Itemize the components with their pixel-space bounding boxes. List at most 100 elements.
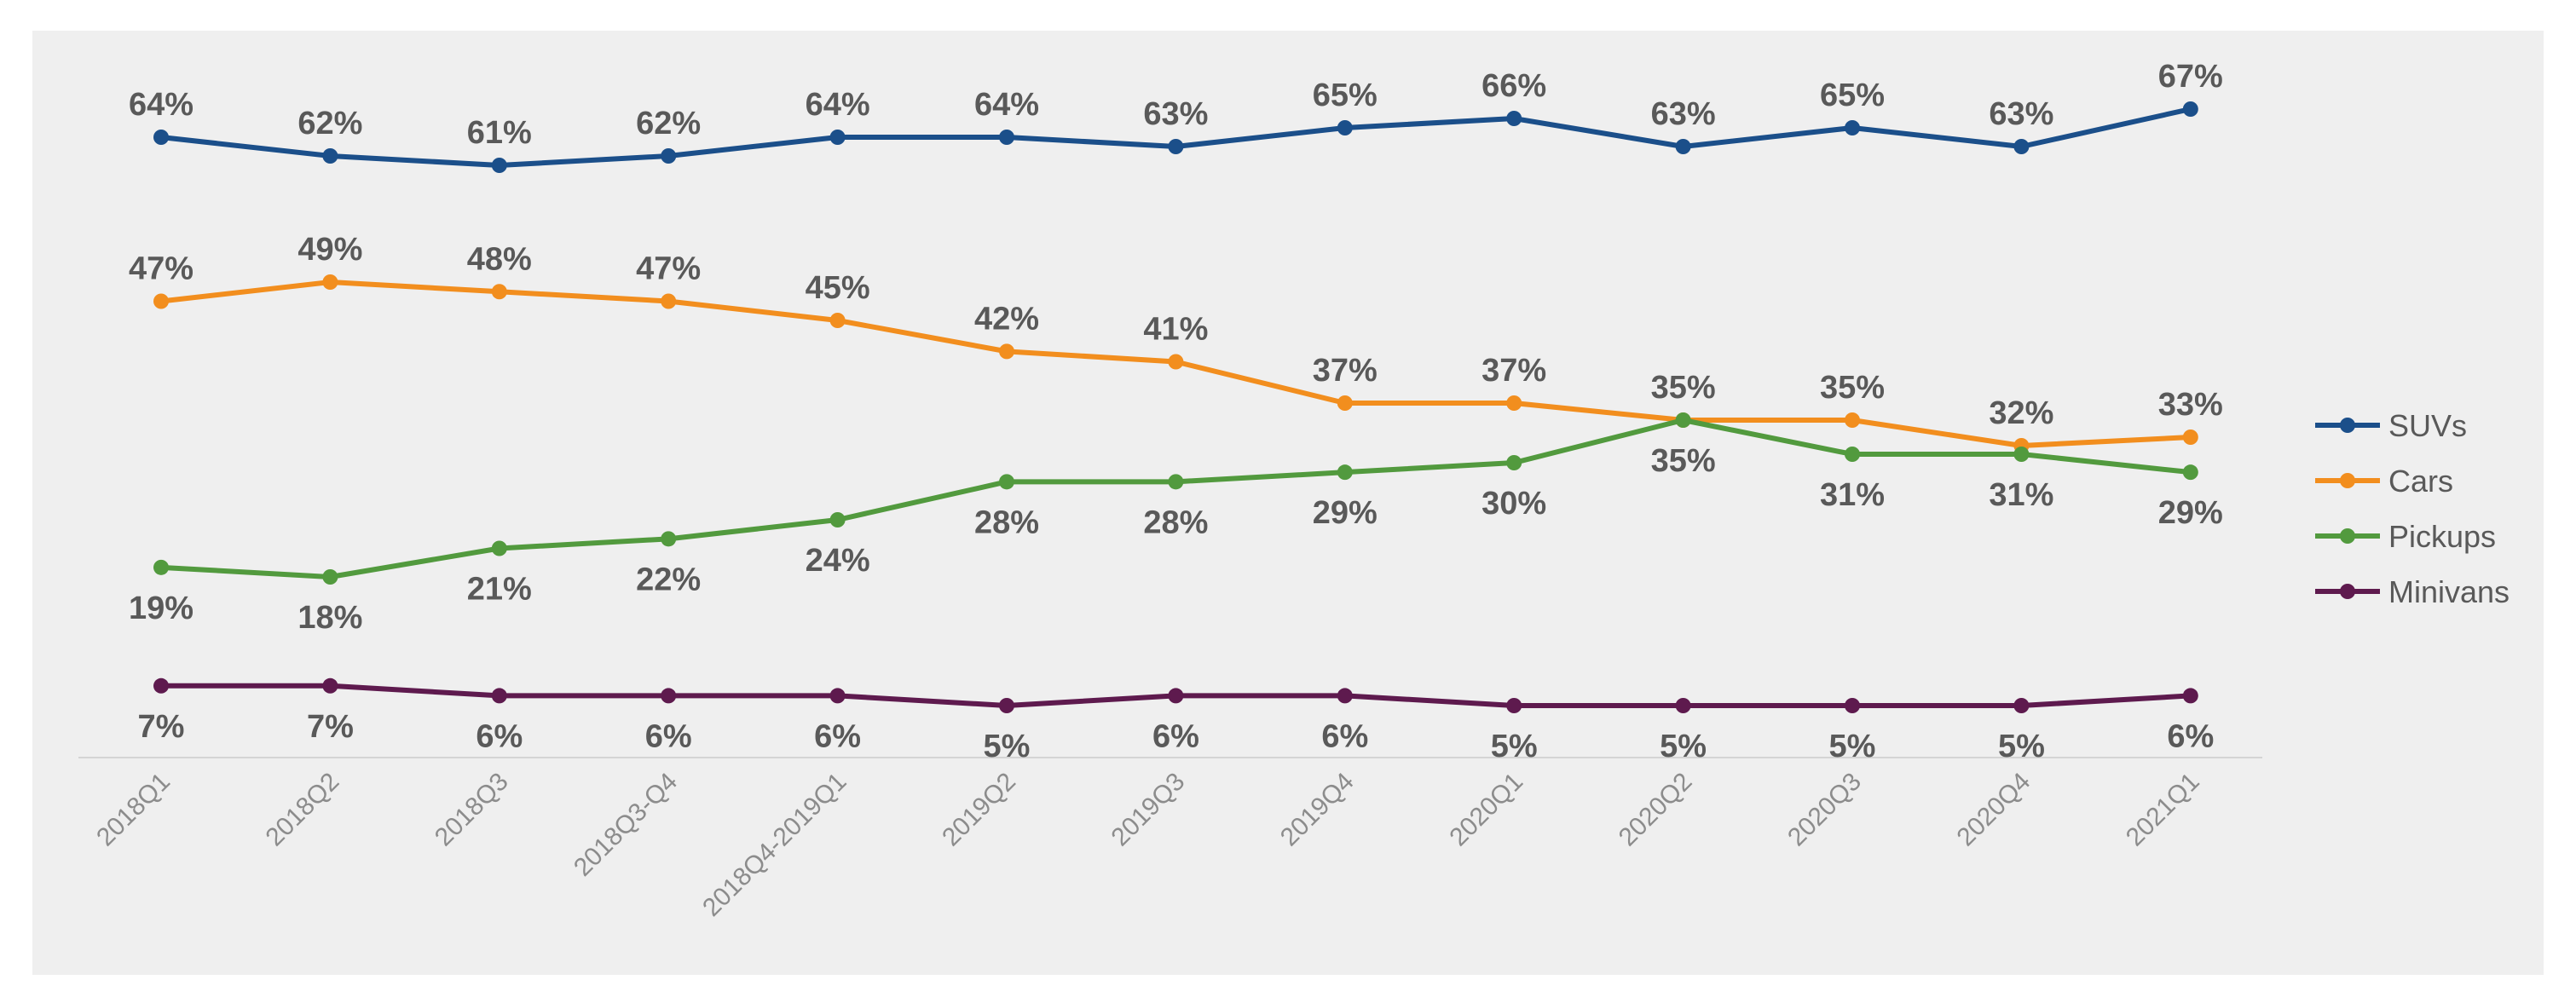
data-label-minivans: 5% <box>1998 729 2045 764</box>
data-point-pickups <box>1506 455 1522 470</box>
data-label-minivans: 6% <box>814 718 861 754</box>
data-label-pickups: 29% <box>1313 495 1378 531</box>
chart-panel: 2018Q1 2018Q2 2018Q3 2018Q3-Q4 2018Q4-2019Q1… <box>32 31 2544 975</box>
data-point-pickups <box>999 474 1014 490</box>
data-point-pickups <box>1675 412 1691 428</box>
data-label-minivans: 6% <box>1152 718 1199 754</box>
data-point-cars <box>1845 412 1860 428</box>
data-label-pickups: 21% <box>467 572 532 608</box>
legend-item-cars: Cars <box>2315 464 2453 499</box>
legend-label: SUVs <box>2388 408 2467 443</box>
data-point-cars <box>829 313 846 328</box>
data-point-cars <box>999 343 1014 360</box>
data-point-cars <box>322 274 338 290</box>
data-point-suvs <box>1845 120 1860 135</box>
data-label-cars: 37% <box>1313 353 1378 389</box>
data-label-suvs: 62% <box>297 106 362 141</box>
x-tick-label: 2020Q4 <box>1952 768 2036 852</box>
data-point-suvs <box>2013 139 2030 154</box>
line-chart: 2018Q1 2018Q2 2018Q3 2018Q3-Q4 2018Q4-2019Q1… <box>78 59 2510 922</box>
data-point-minivans <box>153 677 169 694</box>
data-point-suvs <box>999 130 1014 145</box>
data-point-cars <box>491 284 507 300</box>
x-tick-label: 2018Q2 <box>261 768 345 852</box>
data-point-minivans <box>661 688 677 704</box>
data-point-pickups <box>1337 464 1353 481</box>
x-tick-label: 2019Q2 <box>937 768 1021 852</box>
data-label-minivans: 6% <box>1321 718 1368 754</box>
data-label-layer: 64% 62% 61% 62% 64% 64% 63% 65% 66% 63% 65% 63% 67% 4… <box>129 59 2223 764</box>
data-label-cars: 32% <box>1989 395 2053 431</box>
data-point-minivans <box>999 698 1014 713</box>
data-label-suvs: 64% <box>806 87 870 123</box>
data-point-suvs <box>153 130 169 145</box>
data-label-pickups: 19% <box>129 591 193 626</box>
x-tick-label: 2018Q3-Q4 <box>569 768 683 882</box>
data-point-suvs <box>322 148 338 164</box>
series-layer <box>153 101 2198 713</box>
data-point-suvs <box>829 130 846 145</box>
data-label-suvs: 66% <box>1481 68 1546 104</box>
data-label-suvs: 65% <box>1820 78 1885 113</box>
data-label-minivans: 5% <box>1660 729 1707 764</box>
x-tick-label: 2018Q1 <box>91 768 176 852</box>
data-point-suvs <box>2182 101 2198 117</box>
data-label-cars: 47% <box>636 251 701 287</box>
data-point-suvs <box>1675 139 1691 154</box>
data-point-cars <box>1506 395 1522 411</box>
data-label-cars: 35% <box>1820 370 1885 406</box>
x-tick-label: 2019Q4 <box>1275 768 1360 852</box>
data-label-pickups: 29% <box>2158 495 2223 531</box>
x-tick-label: 2020Q2 <box>1614 768 1698 852</box>
data-point-pickups <box>2013 447 2030 462</box>
x-tick-label: 2019Q3 <box>1106 768 1191 852</box>
data-label-minivans: 7% <box>307 709 354 745</box>
legend-swatch-marker <box>2340 528 2355 544</box>
x-tick-label: 2021Q1 <box>2121 768 2205 852</box>
data-label-cars: 35% <box>1651 370 1716 406</box>
data-label-pickups: 31% <box>1989 477 2053 513</box>
data-label-pickups: 18% <box>297 600 362 636</box>
series-line-pickups <box>159 418 2193 579</box>
data-label-minivans: 5% <box>1491 729 1538 764</box>
data-label-suvs: 62% <box>636 106 701 141</box>
data-point-minivans <box>1168 688 1184 704</box>
legend: SUVs Cars Pickups Minivans <box>2315 408 2510 609</box>
data-point-pickups <box>1845 447 1860 462</box>
data-point-suvs <box>1337 120 1353 135</box>
data-label-suvs: 63% <box>1651 96 1716 132</box>
data-point-pickups <box>491 540 507 556</box>
data-label-pickups: 28% <box>1143 504 1208 540</box>
data-label-pickups: 35% <box>1651 443 1716 479</box>
data-label-suvs: 64% <box>974 87 1039 123</box>
data-label-pickups: 28% <box>974 504 1039 540</box>
data-point-suvs <box>661 148 677 164</box>
data-label-pickups: 22% <box>636 562 701 597</box>
legend-item-suvs: SUVs <box>2315 408 2467 443</box>
data-point-minivans <box>2182 688 2198 704</box>
data-label-pickups: 24% <box>806 543 870 579</box>
data-point-pickups <box>661 531 677 547</box>
data-label-cars: 42% <box>974 301 1039 337</box>
data-label-cars: 48% <box>467 241 532 277</box>
data-label-suvs: 65% <box>1313 78 1378 113</box>
legend-item-pickups: Pickups <box>2315 519 2496 554</box>
data-label-cars: 49% <box>297 232 362 268</box>
data-label-cars: 41% <box>1143 312 1208 348</box>
data-label-minivans: 5% <box>984 729 1031 764</box>
data-label-minivans: 7% <box>138 709 185 745</box>
legend-swatch-marker <box>2340 584 2355 599</box>
data-point-cars <box>2182 429 2198 445</box>
data-point-cars <box>153 293 169 309</box>
data-point-pickups <box>2182 464 2198 481</box>
data-point-minivans <box>2013 698 2030 713</box>
data-label-suvs: 63% <box>1989 96 2053 132</box>
data-point-minivans <box>1675 698 1691 713</box>
data-point-minivans <box>829 688 846 704</box>
x-tick-label: 2018Q4-2019Q1 <box>697 768 852 922</box>
data-point-cars <box>1337 395 1353 411</box>
data-point-pickups <box>322 569 338 585</box>
data-point-minivans <box>322 677 338 694</box>
data-label-pickups: 30% <box>1481 486 1546 522</box>
data-label-pickups: 31% <box>1820 477 1885 513</box>
